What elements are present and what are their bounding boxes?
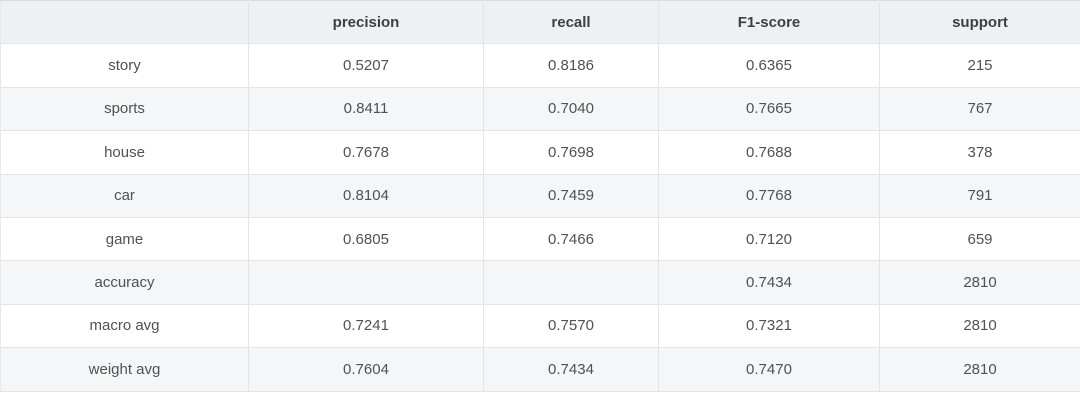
- f1-score-cell: 0.7120: [658, 216, 880, 262]
- row-label-cell: story: [0, 43, 249, 88]
- header-cell-support: support: [879, 0, 1080, 45]
- table-body: story 0.5207 0.8186 0.6365 215 sports 0.…: [0, 43, 1080, 392]
- f1-score-cell: 0.7665: [658, 86, 880, 132]
- precision-cell: [248, 260, 484, 305]
- f1-score-cell: 0.7688: [658, 130, 880, 175]
- row-label-cell: game: [0, 216, 249, 262]
- table-row-macro-avg: macro avg 0.7241 0.7570 0.7321 2810: [0, 303, 1080, 349]
- table-row-game: game 0.6805 0.7466 0.7120 659: [0, 216, 1080, 262]
- precision-cell: 0.6805: [248, 216, 484, 262]
- support-cell: 2810: [879, 303, 1080, 349]
- recall-cell: 0.7466: [483, 216, 659, 262]
- row-label-cell: sports: [0, 86, 249, 132]
- recall-cell: 0.7570: [483, 303, 659, 349]
- recall-cell: 0.7040: [483, 86, 659, 132]
- table-row-weight-avg: weight avg 0.7604 0.7434 0.7470 2810: [0, 347, 1080, 392]
- precision-cell: 0.7241: [248, 303, 484, 349]
- table-row-sports: sports 0.8411 0.7040 0.7665 767: [0, 86, 1080, 132]
- support-cell: 791: [879, 173, 1080, 218]
- header-cell-f1-score: F1-score: [658, 0, 880, 45]
- precision-cell: 0.7678: [248, 130, 484, 175]
- support-cell: 659: [879, 216, 1080, 262]
- row-label-cell: house: [0, 130, 249, 175]
- header-cell-blank: [0, 0, 249, 45]
- row-label-cell: weight avg: [0, 347, 249, 392]
- f1-score-cell: 0.7470: [658, 347, 880, 392]
- f1-score-cell: 0.6365: [658, 43, 880, 88]
- recall-cell: [483, 260, 659, 305]
- precision-cell: 0.5207: [248, 43, 484, 88]
- recall-cell: 0.7459: [483, 173, 659, 218]
- precision-cell: 0.8411: [248, 86, 484, 132]
- support-cell: 767: [879, 86, 1080, 132]
- recall-cell: 0.7434: [483, 347, 659, 392]
- recall-cell: 0.7698: [483, 130, 659, 175]
- table-row-car: car 0.8104 0.7459 0.7768 791: [0, 173, 1080, 218]
- table-row-story: story 0.5207 0.8186 0.6365 215: [0, 43, 1080, 88]
- precision-cell: 0.7604: [248, 347, 484, 392]
- header-cell-recall: recall: [483, 0, 659, 45]
- header-row: precision recall F1-score support: [0, 0, 1080, 45]
- f1-score-cell: 0.7434: [658, 260, 880, 305]
- support-cell: 215: [879, 43, 1080, 88]
- support-cell: 378: [879, 130, 1080, 175]
- row-label-cell: accuracy: [0, 260, 249, 305]
- row-label-cell: macro avg: [0, 303, 249, 349]
- precision-cell: 0.8104: [248, 173, 484, 218]
- table-row-house: house 0.7678 0.7698 0.7688 378: [0, 130, 1080, 175]
- recall-cell: 0.8186: [483, 43, 659, 88]
- table-header: precision recall F1-score support: [0, 0, 1080, 45]
- table-row-accuracy: accuracy 0.7434 2810: [0, 260, 1080, 305]
- f1-score-cell: 0.7321: [658, 303, 880, 349]
- support-cell: 2810: [879, 260, 1080, 305]
- classification-report-table: precision recall F1-score support story …: [0, 0, 1080, 392]
- row-label-cell: car: [0, 173, 249, 218]
- support-cell: 2810: [879, 347, 1080, 392]
- header-cell-precision: precision: [248, 0, 484, 45]
- f1-score-cell: 0.7768: [658, 173, 880, 218]
